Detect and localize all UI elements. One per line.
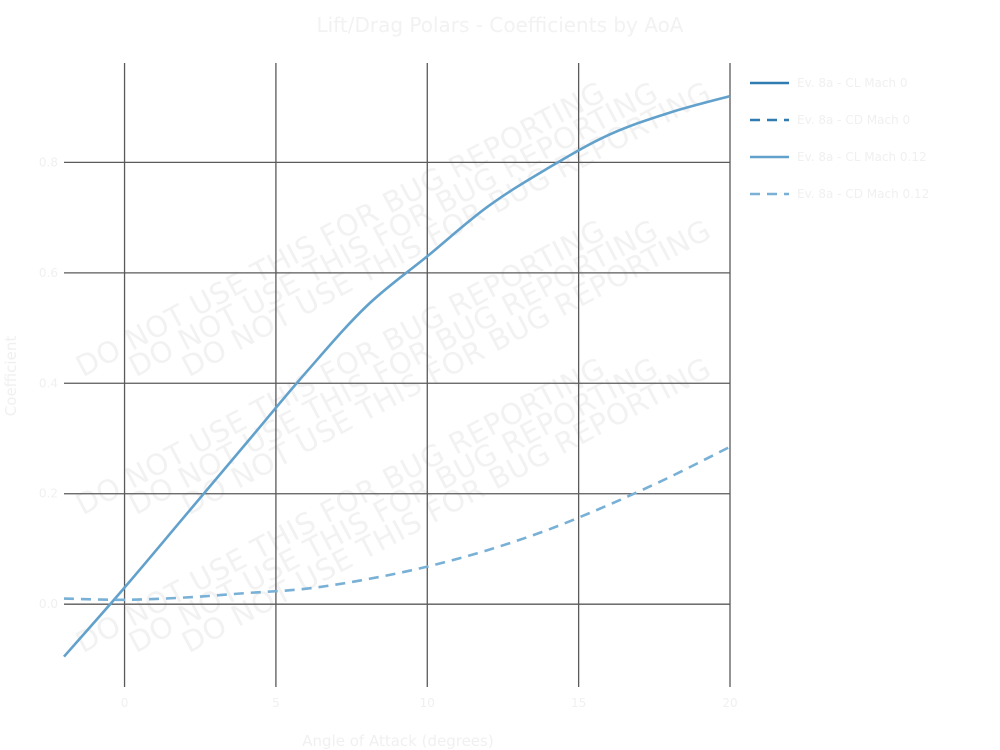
legend: Ev. 8a - CL Mach 0 Ev. 8a - CD Mach 0 Ev. … bbox=[750, 76, 929, 201]
y-axis-label: Coefficient bbox=[2, 336, 20, 417]
y-tick-label: 0.8 bbox=[39, 155, 58, 169]
x-tick-label: 0 bbox=[121, 696, 129, 710]
y-tick-label: 0.4 bbox=[39, 376, 58, 390]
legend-label-2: Ev. 8a - CD Mach 0 bbox=[797, 113, 910, 127]
x-tick-label: 5 bbox=[272, 696, 280, 710]
grid bbox=[64, 63, 731, 687]
chart-title: Lift/Drag Polars - Coefficients by AoA bbox=[316, 13, 683, 37]
y-tick-label: 0.6 bbox=[39, 266, 58, 280]
y-tick-label: 0.2 bbox=[39, 487, 58, 501]
tick-labels: 0 5 10 15 20 0.0 0.2 0.4 0.6 0.8 bbox=[39, 155, 738, 710]
legend-label-3: Ev. 8a - CL Mach 0.12 bbox=[797, 150, 927, 164]
series-line-4 bbox=[63, 445, 731, 602]
x-tick-label: 15 bbox=[571, 696, 586, 710]
series-layer bbox=[63, 94, 731, 658]
y-tick-label: 0.0 bbox=[39, 597, 58, 611]
x-axis-label: Angle of Attack (degrees) bbox=[302, 732, 493, 750]
legend-label-4: Ev. 8a - CD Mach 0.12 bbox=[797, 187, 929, 201]
series-line-3 bbox=[63, 94, 731, 658]
legend-label-1: Ev. 8a - CL Mach 0 bbox=[797, 76, 908, 90]
x-tick-label: 10 bbox=[420, 696, 435, 710]
x-tick-label: 20 bbox=[722, 696, 737, 710]
